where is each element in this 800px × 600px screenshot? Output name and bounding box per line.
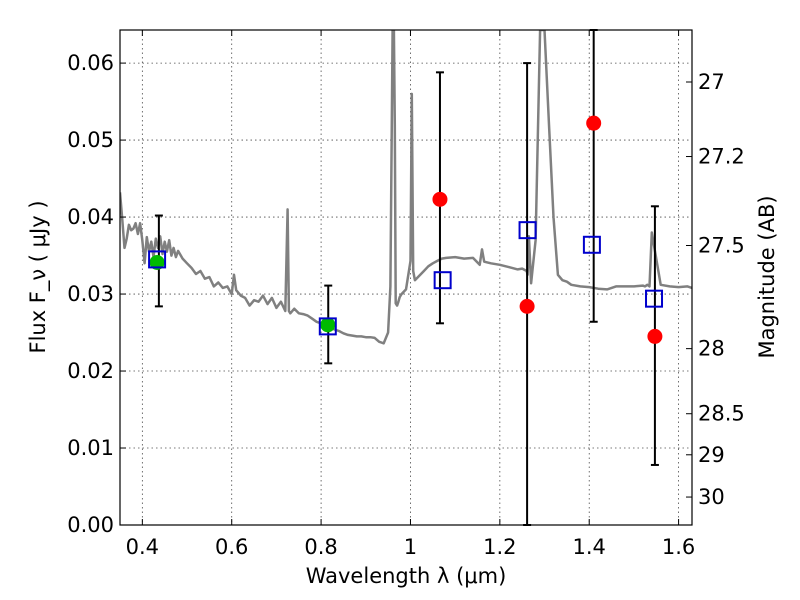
data-point [647,328,663,344]
ticks: 0.4 0.6 0.8 1 1.2 1.4 1.6 0.00 0.01 0.02 0.03 0.04 0… [67,30,745,559]
x-tick-label: 1.4 [573,535,606,559]
x-tick-label: 1 [404,535,417,559]
right-tick-label: 27.2 [698,145,745,169]
y-axis-label: Flux F_ν ( μJy ) [26,200,51,353]
x-tick-label: 0.4 [126,535,159,559]
right-axis-label: Magnitude (AB) [755,195,779,358]
model-photometry-square [433,271,452,290]
y-tick-label: 0.02 [67,359,114,383]
y-tick-label: 0.05 [67,128,114,152]
right-tick-label: 28.5 [698,402,745,426]
y-tick-label: 0.03 [67,282,114,306]
right-tick-label: 29 [698,443,725,467]
plot-background [120,30,692,525]
markers [148,115,664,344]
data-point [432,191,448,207]
model-photometry-square [148,250,167,269]
x-tick-label: 0.6 [215,535,248,559]
model-photometry-square [518,221,537,240]
right-tick-label: 30 [698,485,725,509]
data-point [586,115,602,131]
data-layer [120,30,692,345]
right-tick-label: 28 [698,337,725,361]
data-point [519,298,535,314]
x-tick-label: 1.2 [483,535,516,559]
y-tick-label: 0.04 [67,205,114,229]
model-photometry-square [318,317,337,336]
y-tick-label: 0.01 [67,436,114,460]
x-tick-label: 0.8 [304,535,337,559]
plot-frame [119,29,693,526]
y-tick-label: 0.00 [67,513,114,537]
model-spectrum-line [120,30,692,345]
x-axis-label: Wavelength λ (μm) [306,564,507,588]
model-photometry-square [645,289,664,308]
model-photometry-square [582,235,601,254]
right-tick-label: 27.5 [698,233,745,257]
x-tick-label: 1.6 [662,535,695,559]
data-point [320,317,336,333]
right-tick-label: 27 [698,70,725,94]
y-tick-label: 0.06 [67,51,114,75]
